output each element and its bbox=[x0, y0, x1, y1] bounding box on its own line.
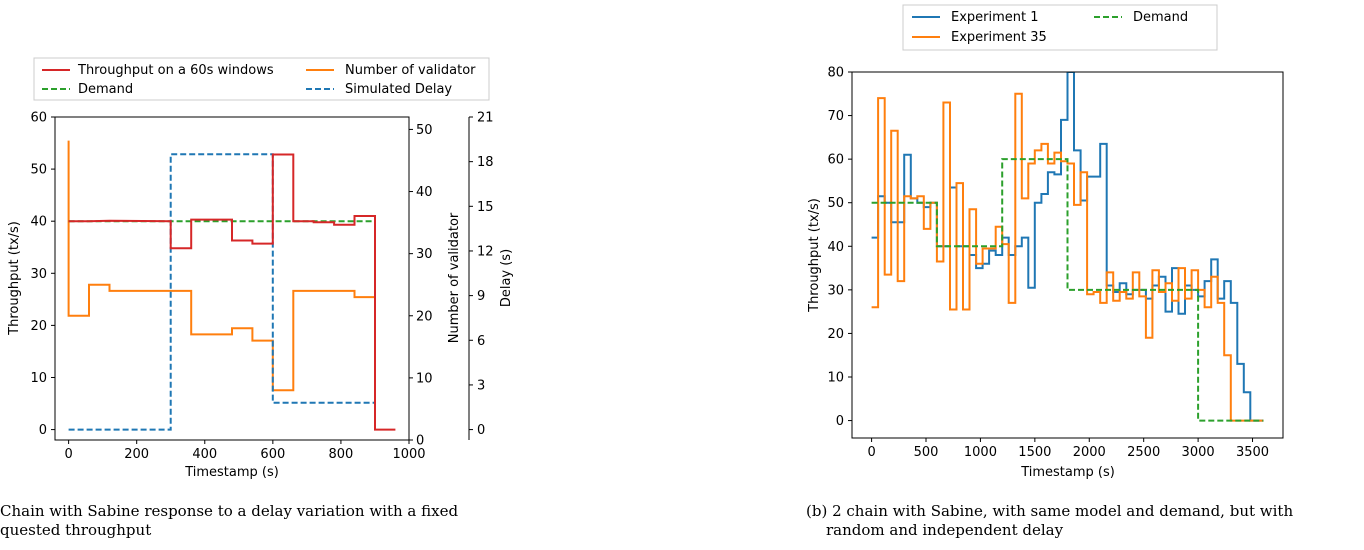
chart-a-line-throughput bbox=[68, 153, 396, 431]
chart-b: Experiment 1 Experiment 35 Demand 0 500 10… bbox=[807, 4, 1284, 480]
chart-b-y-tick-label: 50 bbox=[827, 196, 844, 211]
chart-a-y3-tick-label: 9 bbox=[477, 289, 485, 304]
chart-b-y-tick-label: 60 bbox=[827, 153, 844, 168]
chart-a-y-tick-label: 10 bbox=[30, 371, 47, 386]
chart-b-x-ticks: 0 500 1000 1500 2000 2500 3000 3500 bbox=[867, 438, 1269, 460]
chart-a-line-validators bbox=[67, 140, 375, 392]
chart-b-y-axis-label: Throughput (tx/s) bbox=[807, 198, 822, 313]
chart-a-legend-box bbox=[33, 57, 490, 101]
chart-a-y3-tick-label: 3 bbox=[477, 378, 485, 393]
chart-a-y-tick-label: 0 bbox=[39, 423, 47, 438]
caption-b-line2: random and independent delay bbox=[826, 521, 1064, 539]
chart-a-y3-ticks: 0 3 6 9 12 15 18 21 bbox=[469, 111, 494, 438]
caption-a: Chain with Sabine response to a delay va… bbox=[0, 502, 560, 540]
chart-b-legend-box bbox=[902, 4, 1218, 51]
chart-b-y-tick-label: 70 bbox=[827, 109, 844, 124]
chart-a-y-ticks: 0 10 20 30 40 50 60 bbox=[30, 111, 55, 438]
caption-a-line1: Chain with Sabine response to a delay va… bbox=[0, 502, 459, 520]
chart-a-y2-tick-label: 50 bbox=[416, 123, 433, 138]
chart-b-y-tick-label: 40 bbox=[827, 240, 844, 255]
chart-a-y-tick-label: 50 bbox=[30, 163, 47, 178]
chart-a-y2-tick-label: 0 bbox=[416, 434, 424, 449]
chart-b-y-ticks: 0 10 20 30 40 50 60 70 80 bbox=[827, 66, 852, 429]
chart-a-lines bbox=[67, 140, 396, 431]
chart-a-x-tick-label: 800 bbox=[329, 447, 354, 462]
chart-a-y2-tick-label: 30 bbox=[416, 247, 433, 262]
chart-b-legend-label-demand: Demand bbox=[1133, 10, 1188, 25]
chart-a-x-ticks: 0 200 400 600 800 1000 bbox=[64, 440, 426, 462]
chart-a-y2-tick-label: 40 bbox=[416, 185, 433, 200]
chart-a-legend-label-throughput: Throughput on a 60s windows bbox=[77, 63, 274, 78]
chart-a-y-tick-label: 60 bbox=[30, 111, 47, 126]
chart-b-y-tick-label: 10 bbox=[827, 371, 844, 386]
chart-b-line-exp1 bbox=[871, 72, 1264, 422]
chart-b-line-demand bbox=[871, 158, 1264, 422]
chart-a-x-tick-label: 1000 bbox=[392, 447, 425, 462]
chart-a-x-tick-label: 400 bbox=[192, 447, 217, 462]
chart-a-y3-tick-label: 15 bbox=[477, 200, 494, 215]
chart-a-y-tick-label: 20 bbox=[30, 319, 47, 334]
chart-a-x-tick-label: 200 bbox=[124, 447, 149, 462]
chart-b-x-axis-label: Timestamp (s) bbox=[1020, 465, 1115, 480]
chart-b-legend: Experiment 1 Experiment 35 Demand bbox=[902, 4, 1218, 51]
chart-a-legend: Throughput on a 60s windows Demand Numbe… bbox=[33, 57, 490, 101]
chart-b-x-tick-label: 3500 bbox=[1236, 445, 1269, 460]
chart-b-plot-frame bbox=[851, 71, 1284, 439]
caption-b-line1: (b) 2 chain with Sabine, with same model… bbox=[806, 502, 1294, 520]
chart-a-legend-label-validators: Number of validator bbox=[345, 63, 476, 78]
chart-b-x-tick-label: 0 bbox=[867, 445, 875, 460]
chart-a-line-delay bbox=[68, 153, 375, 431]
chart-b-x-tick-label: 1000 bbox=[964, 445, 997, 460]
chart-b-y-tick-label: 20 bbox=[827, 327, 844, 342]
chart-a-y2-ticks: 0 10 20 30 40 50 bbox=[409, 123, 433, 449]
chart-a-x-axis-label: Timestamp (s) bbox=[184, 465, 279, 480]
chart-b-y-tick-label: 80 bbox=[827, 66, 844, 81]
chart-a-y2-axis-label: Number of validator bbox=[447, 212, 462, 343]
chart-b-legend-label-exp35: Experiment 35 bbox=[951, 30, 1047, 45]
caption-a-line2: quested throughput bbox=[0, 521, 152, 539]
chart-a-y3-tick-label: 18 bbox=[477, 155, 494, 170]
chart-b-x-tick-label: 1500 bbox=[1018, 445, 1051, 460]
chart-a-x-tick-label: 600 bbox=[260, 447, 285, 462]
chart-a-y2-tick-label: 20 bbox=[416, 309, 433, 324]
chart-a: Throughput on a 60s windows Demand Numbe… bbox=[7, 57, 514, 480]
chart-a-y-axis-label: Throughput (tx/s) bbox=[7, 221, 22, 336]
chart-a-x-tick-label: 0 bbox=[64, 447, 72, 462]
chart-a-legend-label-demand: Demand bbox=[78, 82, 133, 97]
chart-b-lines bbox=[871, 72, 1264, 422]
chart-a-y-tick-label: 30 bbox=[30, 267, 47, 282]
chart-a-y3-axis-label: Delay (s) bbox=[499, 249, 514, 307]
chart-b-legend-label-exp1: Experiment 1 bbox=[951, 10, 1039, 25]
chart-a-y3-tick-label: 6 bbox=[477, 334, 485, 349]
chart-a-legend-label-delay: Simulated Delay bbox=[345, 82, 452, 97]
chart-b-y-tick-label: 30 bbox=[827, 283, 844, 298]
chart-b-x-tick-label: 2500 bbox=[1127, 445, 1160, 460]
chart-a-plot-frame bbox=[54, 116, 410, 441]
chart-b-x-tick-label: 2000 bbox=[1073, 445, 1106, 460]
chart-a-y2-tick-label: 10 bbox=[416, 371, 433, 386]
chart-a-y3-tick-label: 0 bbox=[477, 423, 485, 438]
chart-b-x-tick-label: 500 bbox=[914, 445, 939, 460]
chart-b-x-tick-label: 3000 bbox=[1182, 445, 1215, 460]
chart-b-y-tick-label: 0 bbox=[836, 414, 844, 429]
chart-a-y-tick-label: 40 bbox=[30, 215, 47, 230]
chart-a-y3-tick-label: 21 bbox=[477, 111, 494, 126]
caption-b: (b) 2 chain with Sabine, with same model… bbox=[806, 502, 1364, 540]
chart-a-y3-tick-label: 12 bbox=[477, 244, 494, 259]
